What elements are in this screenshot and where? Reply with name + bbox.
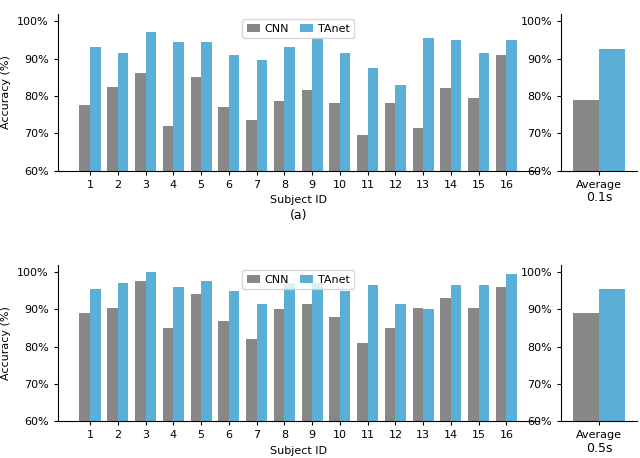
Legend: CNN, TAnet: CNN, TAnet [243, 270, 354, 289]
Bar [496, 55, 506, 394]
Bar [599, 289, 625, 458]
Legend: CNN, TAnet: CNN, TAnet [243, 19, 354, 38]
Bar [413, 128, 423, 394]
Bar [201, 281, 212, 458]
Bar [396, 304, 406, 458]
Y-axis label: Accuracy (%): Accuracy (%) [1, 306, 12, 380]
Bar [145, 33, 156, 394]
Bar [396, 85, 406, 394]
Bar [201, 42, 212, 394]
Bar [90, 47, 100, 394]
Bar [468, 307, 479, 458]
X-axis label: 0.5s: 0.5s [586, 442, 612, 455]
Bar [229, 291, 239, 458]
Bar [423, 309, 434, 458]
X-axis label: Subject ID: Subject ID [269, 195, 327, 205]
Bar [340, 53, 351, 394]
Bar [173, 287, 184, 458]
Bar [257, 304, 267, 458]
Bar [246, 339, 257, 458]
Bar [108, 307, 118, 458]
Bar [496, 287, 506, 458]
Bar [191, 294, 201, 458]
Bar [284, 283, 295, 458]
Bar [330, 104, 340, 394]
Bar [573, 99, 599, 394]
Bar [284, 47, 295, 394]
Bar [506, 40, 517, 394]
Bar [312, 283, 323, 458]
Bar [479, 285, 489, 458]
Bar [468, 98, 479, 394]
Bar [301, 304, 312, 458]
Bar [451, 40, 461, 394]
X-axis label: 0.1s: 0.1s [586, 191, 612, 204]
Bar [367, 285, 378, 458]
X-axis label: Subject ID: Subject ID [269, 446, 327, 456]
Bar [573, 313, 599, 458]
Bar [145, 272, 156, 458]
Bar [163, 126, 173, 394]
Bar [340, 291, 351, 458]
Text: (a): (a) [289, 209, 307, 223]
Bar [79, 105, 90, 394]
Bar [108, 87, 118, 394]
Bar [118, 283, 129, 458]
Bar [135, 281, 145, 458]
Bar [423, 38, 434, 394]
Bar [367, 68, 378, 394]
Bar [163, 328, 173, 458]
Bar [312, 38, 323, 394]
Bar [357, 343, 367, 458]
Bar [79, 313, 90, 458]
Y-axis label: Accuracy (%): Accuracy (%) [1, 55, 12, 129]
Bar [440, 298, 451, 458]
Bar [218, 321, 229, 458]
Bar [413, 307, 423, 458]
Bar [479, 53, 489, 394]
Bar [506, 274, 517, 458]
Bar [385, 328, 396, 458]
Bar [173, 42, 184, 394]
Bar [274, 309, 284, 458]
Bar [118, 53, 129, 394]
Bar [135, 73, 145, 394]
Bar [451, 285, 461, 458]
Bar [301, 90, 312, 394]
Bar [218, 107, 229, 394]
Bar [229, 55, 239, 394]
Bar [440, 88, 451, 394]
Bar [357, 135, 367, 394]
Bar [257, 60, 267, 394]
Bar [246, 120, 257, 394]
Bar [599, 49, 625, 394]
Bar [191, 77, 201, 394]
Bar [90, 289, 100, 458]
Bar [330, 317, 340, 458]
Bar [385, 104, 396, 394]
Bar [274, 102, 284, 394]
